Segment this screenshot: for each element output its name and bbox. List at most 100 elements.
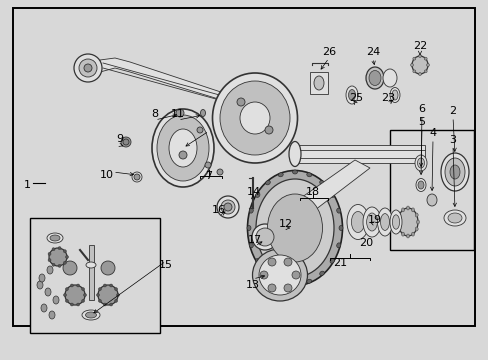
Ellipse shape: [292, 282, 297, 286]
Polygon shape: [297, 160, 369, 210]
Ellipse shape: [313, 76, 324, 90]
Text: 23: 23: [380, 93, 394, 103]
Ellipse shape: [53, 296, 59, 304]
Text: 18: 18: [305, 187, 320, 197]
Ellipse shape: [306, 279, 311, 283]
Ellipse shape: [109, 284, 112, 287]
Text: 24: 24: [365, 47, 379, 57]
Ellipse shape: [348, 90, 355, 100]
Circle shape: [132, 172, 142, 182]
Ellipse shape: [423, 57, 427, 60]
Ellipse shape: [247, 171, 342, 285]
Ellipse shape: [65, 256, 68, 258]
Ellipse shape: [365, 67, 383, 89]
Ellipse shape: [368, 71, 380, 85]
Ellipse shape: [63, 250, 66, 253]
Ellipse shape: [48, 252, 51, 256]
Ellipse shape: [414, 155, 426, 171]
Text: 25: 25: [348, 93, 362, 103]
Ellipse shape: [114, 288, 117, 291]
Text: 9: 9: [116, 134, 123, 144]
Ellipse shape: [49, 248, 67, 266]
Ellipse shape: [63, 261, 77, 275]
Circle shape: [260, 271, 267, 279]
Text: 15: 15: [159, 260, 173, 270]
Ellipse shape: [83, 293, 86, 297]
Circle shape: [217, 169, 223, 175]
Ellipse shape: [346, 204, 368, 239]
Ellipse shape: [401, 208, 404, 212]
Ellipse shape: [48, 258, 51, 262]
Circle shape: [197, 127, 203, 133]
Ellipse shape: [237, 98, 244, 106]
Bar: [13, 8, 474, 326]
Ellipse shape: [351, 211, 364, 233]
Text: 3: 3: [448, 135, 456, 145]
Circle shape: [121, 137, 131, 147]
Ellipse shape: [47, 266, 53, 274]
Text: 22: 22: [412, 41, 426, 51]
Ellipse shape: [63, 261, 66, 264]
Ellipse shape: [65, 288, 68, 291]
Ellipse shape: [265, 180, 270, 185]
Ellipse shape: [440, 153, 468, 191]
Ellipse shape: [329, 193, 334, 197]
Ellipse shape: [391, 90, 397, 100]
Text: 19: 19: [367, 215, 381, 225]
Bar: [89, 245, 94, 300]
Text: 5: 5: [418, 117, 425, 127]
Circle shape: [179, 151, 186, 159]
Ellipse shape: [81, 288, 84, 291]
Ellipse shape: [85, 312, 96, 318]
Ellipse shape: [98, 288, 101, 291]
Ellipse shape: [426, 63, 428, 67]
Ellipse shape: [200, 109, 205, 117]
Ellipse shape: [84, 64, 92, 72]
Ellipse shape: [224, 203, 231, 211]
Ellipse shape: [256, 228, 273, 246]
Text: 26: 26: [321, 47, 335, 57]
Ellipse shape: [249, 208, 253, 213]
Ellipse shape: [77, 303, 80, 306]
Text: 8: 8: [151, 109, 158, 119]
Ellipse shape: [246, 225, 250, 230]
Ellipse shape: [221, 200, 235, 214]
Circle shape: [291, 271, 299, 279]
Text: 14: 14: [246, 187, 261, 197]
Ellipse shape: [406, 206, 408, 210]
Ellipse shape: [319, 180, 324, 185]
Ellipse shape: [265, 271, 270, 275]
Ellipse shape: [96, 293, 99, 297]
Bar: [309, 72, 327, 94]
Ellipse shape: [426, 194, 436, 206]
Ellipse shape: [389, 210, 401, 234]
Circle shape: [284, 284, 291, 292]
Circle shape: [123, 139, 129, 145]
Ellipse shape: [336, 208, 340, 213]
Text: 1: 1: [23, 180, 30, 190]
Ellipse shape: [220, 81, 289, 155]
Ellipse shape: [217, 196, 239, 218]
Ellipse shape: [70, 303, 73, 306]
Ellipse shape: [338, 225, 342, 230]
Ellipse shape: [329, 258, 334, 263]
Ellipse shape: [259, 255, 301, 295]
Ellipse shape: [401, 232, 404, 236]
Ellipse shape: [414, 213, 417, 217]
Ellipse shape: [449, 165, 459, 179]
Ellipse shape: [52, 263, 55, 266]
Ellipse shape: [74, 54, 102, 82]
Ellipse shape: [98, 300, 101, 302]
Bar: [389, 130, 473, 250]
Ellipse shape: [412, 70, 415, 73]
Ellipse shape: [50, 235, 60, 241]
Text: 12: 12: [278, 219, 292, 229]
Text: 7: 7: [205, 171, 212, 181]
Ellipse shape: [411, 208, 414, 212]
Ellipse shape: [391, 215, 399, 229]
Ellipse shape: [49, 311, 55, 319]
Ellipse shape: [58, 264, 61, 267]
Ellipse shape: [58, 247, 61, 249]
Text: 16: 16: [212, 205, 225, 215]
Circle shape: [284, 258, 291, 266]
